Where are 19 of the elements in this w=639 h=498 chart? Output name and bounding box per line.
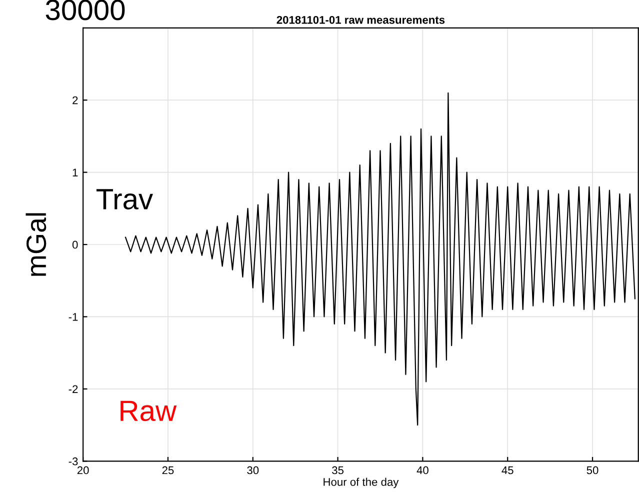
x-tick-label: 35 [332, 466, 344, 474]
x-tick-label: 30 [247, 466, 259, 474]
x-tick-label: 40 [416, 466, 428, 474]
x-tick-label: 50 [586, 466, 598, 474]
x-tick-label: 45 [502, 466, 514, 474]
y-tick-label: -1 [68, 313, 78, 321]
x-tick-label: 25 [162, 466, 174, 474]
y-tick-label: -3 [68, 457, 78, 466]
y-tick-label: -2 [68, 385, 78, 393]
y-tick-label: 2 [72, 96, 78, 104]
x-axis-title: Hour of the day [324, 478, 399, 488]
annotation: Raw [120, 400, 177, 422]
text: 30000 [46, 0, 125, 20]
annotation: Trav [96, 189, 153, 210]
y-axis-title: mGal [26, 213, 46, 276]
y-tick-label: 0 [72, 240, 78, 249]
chart-title: 20181101-01 raw measurements [276, 16, 445, 24]
y-tick-label: 1 [72, 168, 78, 176]
x-tick-label: 20 [77, 466, 89, 474]
